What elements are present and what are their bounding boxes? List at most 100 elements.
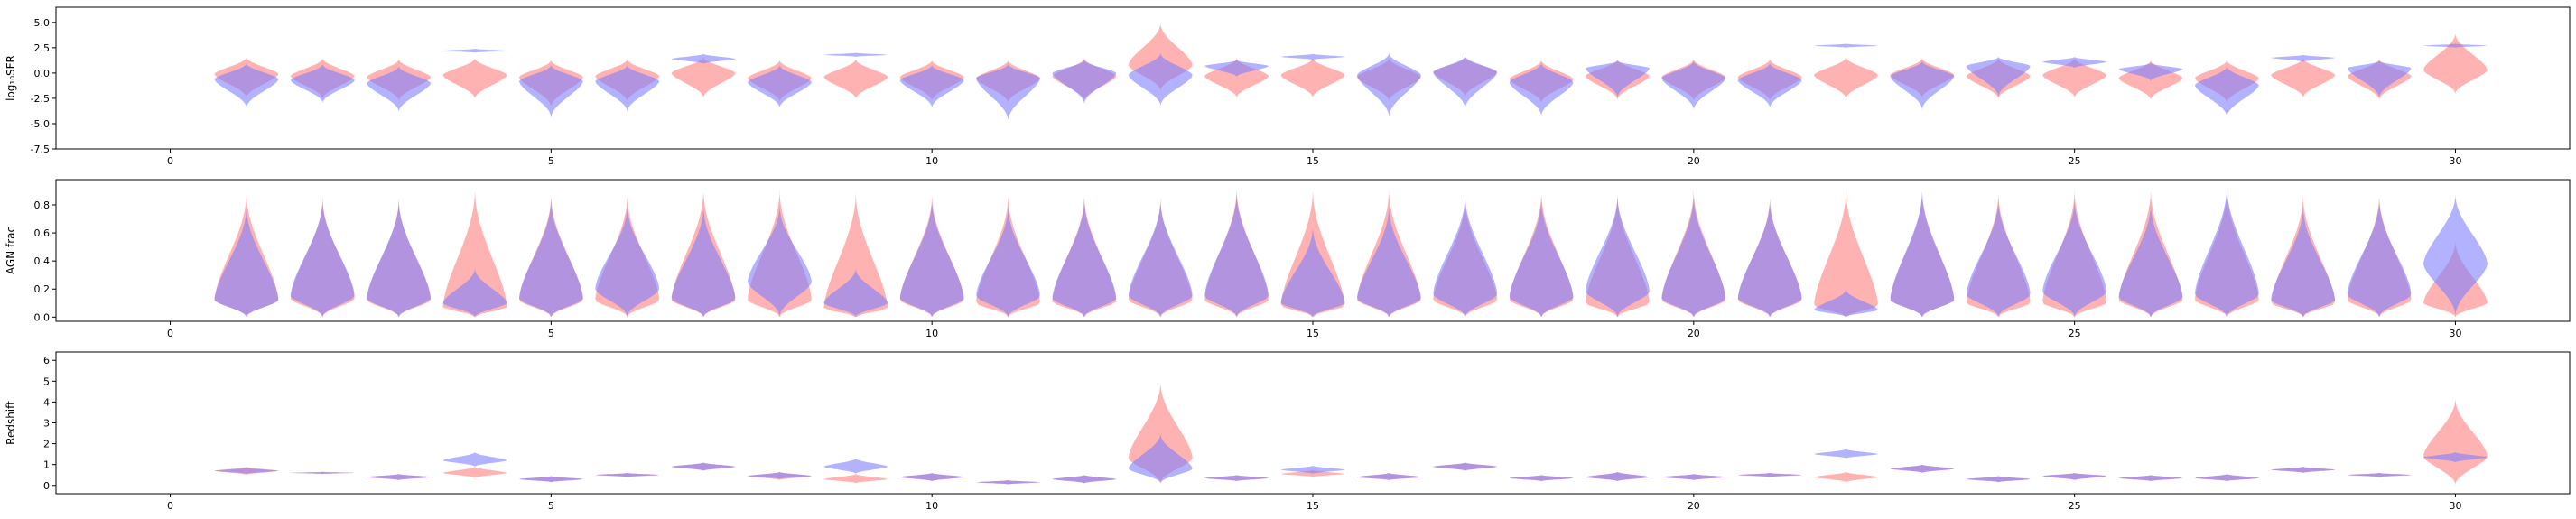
panel-agn-frac-y-axis: 0.0 0.2 0.4 0.6 0.8 — [34, 199, 56, 323]
panel-agn-frac-x-tick-label-1: 5 — [548, 328, 554, 339]
panel-sfr-violin-s1-x19 — [1586, 60, 1650, 98]
panel-agn-frac-y-tick-label-3: 0.6 — [34, 227, 51, 239]
panel-sfr-violin-s1-x17 — [1433, 55, 1498, 110]
panel-sfr-violin-s0-x4 — [442, 58, 507, 99]
panel-sfr-y-tick-label-5: 5.0 — [34, 17, 51, 29]
panel-sfr-violin-s1-x28 — [2271, 54, 2336, 62]
panel-sfr-violin-s1-x26 — [2118, 62, 2183, 81]
panel-sfr-violin-s1-x30 — [2423, 43, 2488, 48]
panel-redshift-y-tick-label-5: 5 — [43, 375, 50, 387]
panel-agn-frac-violin-s1-x11 — [976, 205, 1040, 318]
panel-agn-frac-y-tick-label-4: 0.8 — [34, 199, 51, 211]
panel-sfr-x-axis: 0 5 10 15 20 25 30 — [167, 149, 2461, 167]
panel-sfr-violin-s1-x4 — [442, 49, 507, 53]
panel-sfr-violin-s1-x13 — [1129, 52, 1193, 107]
panel-sfr-violin-s1-x6 — [595, 64, 660, 113]
panel-agn-frac-violin-s1-x13 — [1128, 198, 1193, 318]
panel-sfr-y-tick-label-2: -2.5 — [31, 93, 50, 105]
panel-redshift-violin-s1-x22 — [1814, 449, 1878, 459]
panel-sfr-violin-s1-x5 — [519, 64, 583, 119]
panel-redshift-violin-s1-x9 — [823, 458, 888, 475]
panel-sfr-y-axis: -7.5 -5.0 -2.5 0.0 2.5 5.0 — [31, 17, 56, 155]
panel-redshift-x-tick-label-1: 5 — [548, 500, 554, 512]
panel-redshift-x-tick-label-4: 20 — [1688, 500, 1700, 512]
panel-redshift-x-tick-label-6: 30 — [2449, 500, 2461, 512]
panel-redshift-x-tick-label-5: 25 — [2069, 500, 2081, 512]
panel-sfr-violin-s0-x7 — [671, 57, 736, 98]
panel-sfr-violin-s1-x16 — [1357, 52, 1421, 118]
panel-redshift-violin-s1-x5 — [518, 476, 583, 483]
panel-redshift-y-axis-label: Redshift — [5, 401, 17, 445]
panel-sfr-violin-s0-x25 — [2042, 58, 2107, 98]
panel-redshift-y-tick-label-2: 2 — [43, 439, 50, 450]
panel-sfr-violin-s1-x25 — [2042, 57, 2106, 69]
panel-redshift-violin-s1-x28 — [2271, 467, 2336, 473]
panel-sfr-violin-s1-x29 — [2347, 60, 2412, 98]
panel-redshift-y-tick-label-0: 0 — [43, 480, 50, 492]
panel-sfr-violin-s1-x2 — [291, 63, 355, 104]
panel-agn-frac-x-tick-label-5: 25 — [2069, 328, 2081, 339]
panel-sfr-violin-s1-x24 — [1966, 57, 2031, 97]
panel-sfr-violin-s1-x21 — [1737, 62, 1802, 109]
panel-redshift-violin-s1-x25 — [2042, 472, 2106, 480]
panel-sfr-violin-s1-x1 — [214, 62, 279, 109]
panel-redshift-violin-s0-x30 — [2423, 397, 2488, 486]
panel-sfr-x-tick-label-1: 5 — [548, 155, 554, 167]
panel-agn-frac-violin-s1-x6 — [595, 205, 660, 318]
panel-redshift-violin-s1-x13 — [1128, 433, 1193, 484]
panel-agn-frac-violin-s1-x8 — [748, 205, 812, 318]
panel-sfr-x-tick-label-2: 10 — [925, 155, 938, 167]
panel-sfr-violins — [214, 22, 2488, 122]
panel-sfr-violin-s1-x15 — [1280, 53, 1345, 60]
panel-sfr-violin-s1-x20 — [1661, 60, 1726, 111]
panel-agn-frac-violin-s1-x5 — [519, 198, 583, 318]
panel-redshift-x-axis: 0 5 10 15 20 25 30 — [167, 494, 2461, 512]
panel-redshift-violin-s1-x11 — [976, 480, 1040, 485]
panel-sfr-violin-s1-x14 — [1204, 60, 1269, 78]
panel-agn-frac-violin-s1-x1 — [214, 205, 279, 318]
panel-sfr-violin-s1-x9 — [823, 52, 888, 57]
panel-agn-frac: 0.0 0.2 0.4 0.6 0.8 0 5 10 15 20 25 30 AGN frac — [5, 179, 2571, 339]
panel-sfr-y-axis-label: log₁₀SFR — [5, 55, 17, 101]
panel-sfr-violin-s1-x7 — [671, 53, 736, 64]
panel-sfr-x-tick-label-6: 30 — [2449, 155, 2461, 167]
panel-agn-frac-violin-s1-x25 — [2042, 198, 2106, 318]
panel-agn-frac-violin-s1-x24 — [1966, 198, 2031, 318]
panel-agn-frac-x-tick-label-2: 10 — [925, 328, 938, 339]
panel-redshift-violin-s1-x8 — [748, 471, 812, 479]
panel-redshift-violin-s1-x30 — [2423, 451, 2488, 463]
panel-redshift-y-tick-label-3: 3 — [43, 418, 50, 430]
panel-redshift-violin-s1-x16 — [1357, 472, 1421, 480]
panel-agn-frac-violin-s1-x20 — [1661, 193, 1726, 318]
panel-agn-frac-violin-s1-x7 — [671, 205, 736, 318]
panel-agn-frac-y-tick-label-0: 0.0 — [34, 311, 51, 323]
panel-agn-frac-violin-s0-x9 — [823, 190, 888, 318]
panel-redshift-violin-s1-x27 — [2195, 474, 2259, 482]
panel-agn-frac-violin-s1-x30 — [2423, 193, 2488, 318]
panel-redshift-violin-s1-x18 — [1509, 475, 1574, 482]
panel-sfr-x-tick-label-5: 25 — [2069, 155, 2081, 167]
panel-redshift-violin-s1-x26 — [2118, 475, 2183, 482]
panel-redshift-violin-s1-x4 — [442, 451, 507, 467]
panel-redshift-y-tick-label-6: 6 — [43, 355, 50, 366]
panel-redshift-violin-s1-x2 — [290, 471, 355, 475]
panel-redshift-violin-s1-x20 — [1661, 474, 1726, 480]
panel-agn-frac-violin-s0-x4 — [442, 188, 507, 318]
panel-agn-frac-x-tick-label-3: 15 — [1307, 328, 1319, 339]
panel-sfr-violin-s1-x11 — [976, 63, 1040, 122]
panel-redshift-violin-s0-x22 — [1814, 471, 1878, 483]
panel-redshift-violin-s1-x12 — [1052, 475, 1117, 484]
panel-redshift-y-axis: 0 1 2 3 4 5 6 — [43, 355, 56, 492]
panel-agn-frac-violin-s1-x17 — [1433, 193, 1497, 318]
panel-sfr-violin-s1-x23 — [1890, 60, 1955, 111]
panel-sfr-y-tick-label-4: 2.5 — [34, 42, 51, 54]
panel-redshift-violin-s1-x15 — [1280, 465, 1345, 475]
panel-redshift-violins — [214, 381, 2488, 486]
panel-agn-frac-violin-s1-x23 — [1890, 188, 1955, 318]
panel-redshift-x-tick-label-2: 10 — [925, 500, 938, 512]
panel-agn-frac-violin-s1-x28 — [2271, 205, 2336, 318]
panel-redshift: 0 1 2 3 4 5 6 0 5 10 15 20 25 30 Redshift — [5, 351, 2571, 512]
panel-agn-frac-violin-s1-x29 — [2347, 198, 2412, 318]
panel-agn-frac-violin-s1-x10 — [899, 198, 964, 318]
